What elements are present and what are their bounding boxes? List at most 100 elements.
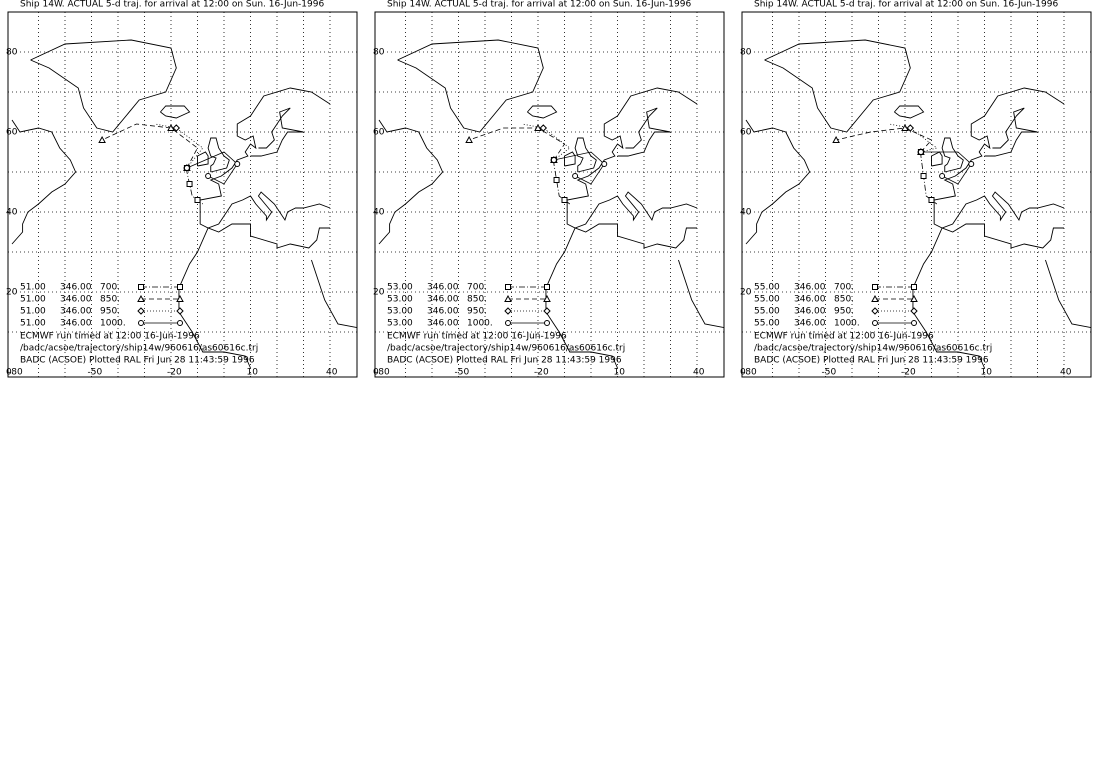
- coastline: [933, 87, 1065, 229]
- legend-level: 950.: [467, 307, 487, 317]
- marker-diamond: [910, 307, 918, 315]
- lat-label: 0: [373, 368, 379, 378]
- panel-title: Ship 14W. ACTUAL 5-d traj. for arrival a…: [387, 0, 691, 10]
- legend-level: 850.: [467, 295, 487, 305]
- legend-lon: 346.00: [60, 307, 92, 317]
- marker-triangle: [871, 294, 879, 302]
- lon-label: -50: [822, 368, 837, 378]
- coastline: [894, 105, 925, 119]
- marker-square: [194, 197, 201, 203]
- coastline: [199, 87, 331, 229]
- coastline: [378, 119, 444, 245]
- coastline: [545, 223, 697, 369]
- coastline: [207, 137, 230, 173]
- footer-line: ECMWF run timed at 12:00 16-Jun-1996: [387, 332, 567, 342]
- marker-triangle: [901, 123, 909, 131]
- trajectory: [468, 127, 566, 161]
- marker-triangle: [98, 135, 106, 143]
- lon-label: -80: [8, 368, 23, 378]
- marker-square: [872, 284, 878, 290]
- legend-lon: 346.00: [794, 307, 826, 317]
- map-panel: Ship 14W. ACTUAL 5-d traj. for arrival a…: [373, 0, 725, 378]
- legend-level: 950.: [100, 307, 120, 317]
- legend-lon: 346.00: [427, 319, 459, 329]
- marker-circle: [572, 173, 579, 179]
- coastline: [764, 39, 911, 133]
- lat-label: 20: [373, 288, 385, 298]
- marker-circle: [968, 161, 975, 167]
- legend-lat: 51.00: [20, 307, 46, 317]
- marker-circle: [234, 161, 241, 167]
- panel-title: Ship 14W. ACTUAL 5-d traj. for arrival a…: [754, 0, 1058, 10]
- marker-square: [544, 284, 550, 290]
- marker-circle: [205, 173, 212, 179]
- marker-square: [928, 197, 935, 203]
- footer-line: BADC (ACSOE) Plotted RAL Fri Jun 28 11:4…: [387, 356, 622, 366]
- marker-circle: [911, 320, 917, 326]
- lon-label: -50: [455, 368, 470, 378]
- lat-label: 80: [740, 48, 752, 58]
- map-panel: Ship 14W. ACTUAL 5-d traj. for arrival a…: [740, 0, 1092, 378]
- coastline: [678, 259, 724, 329]
- marker-triangle: [543, 294, 551, 302]
- marker-triangle: [137, 294, 145, 302]
- legend-lat: 53.00: [387, 307, 413, 317]
- marker-triangle: [832, 135, 840, 143]
- lon-label: 10: [614, 368, 626, 378]
- marker-triangle: [167, 123, 175, 131]
- legend-lon: 346.00: [60, 295, 92, 305]
- coastline: [566, 87, 698, 229]
- coastline: [984, 107, 1038, 157]
- trajectory: [155, 123, 204, 169]
- coastline: [912, 223, 1064, 369]
- marker-circle: [550, 157, 557, 163]
- lat-label: 80: [373, 48, 385, 58]
- legend-lat: 51.00: [20, 283, 46, 293]
- lat-label: 0: [740, 368, 746, 378]
- lon-label: -20: [901, 368, 916, 378]
- legend-level: 700.: [467, 283, 487, 293]
- legend-lat: 53.00: [387, 319, 413, 329]
- map-area: [375, 12, 724, 377]
- marker-triangle: [910, 294, 918, 302]
- marker-circle: [177, 320, 183, 326]
- coastline: [197, 151, 209, 167]
- coastline: [745, 119, 811, 245]
- marker-triangle: [176, 294, 184, 302]
- marker-triangle: [504, 294, 512, 302]
- lon-label: -50: [88, 368, 103, 378]
- footer-line: /badc/acsoe/trajectory/ship14w/960616/as…: [20, 344, 258, 354]
- trajectory: [522, 123, 571, 161]
- map-panel: Ship 14W. ACTUAL 5-d traj. for arrival a…: [6, 0, 358, 378]
- legend-level: 700.: [834, 283, 854, 293]
- marker-square: [177, 284, 183, 290]
- legend-level: 850.: [100, 295, 120, 305]
- footer-line: ECMWF run timed at 12:00 16-Jun-1996: [20, 332, 200, 342]
- map-frame: [374, 11, 725, 378]
- footer-line: ECMWF run timed at 12:00 16-Jun-1996: [754, 332, 934, 342]
- marker-diamond: [176, 307, 184, 315]
- marker-circle: [939, 173, 946, 179]
- legend-lon: 346.00: [794, 319, 826, 329]
- lat-label: 40: [373, 208, 385, 218]
- marker-square: [505, 284, 511, 290]
- coastline: [1045, 259, 1091, 329]
- footer-line: /badc/acsoe/trajectory/ship14w/960616/as…: [754, 344, 992, 354]
- lat-label: 0: [6, 368, 12, 378]
- marker-square: [920, 173, 927, 179]
- legend-lat: 55.00: [754, 319, 780, 329]
- lon-label: 40: [1060, 368, 1072, 378]
- lat-label: 40: [740, 208, 752, 218]
- lon-label: 10: [247, 368, 259, 378]
- coastline: [160, 105, 191, 119]
- lon-label: 40: [326, 368, 338, 378]
- marker-diamond: [906, 124, 915, 132]
- marker-square: [186, 181, 193, 187]
- lat-label: 20: [6, 288, 18, 298]
- marker-circle: [138, 320, 144, 326]
- lon-label: 40: [693, 368, 705, 378]
- map-area: [8, 12, 357, 377]
- legend-lon: 346.00: [794, 283, 826, 293]
- coastline: [564, 151, 576, 167]
- trajectory: [101, 123, 199, 169]
